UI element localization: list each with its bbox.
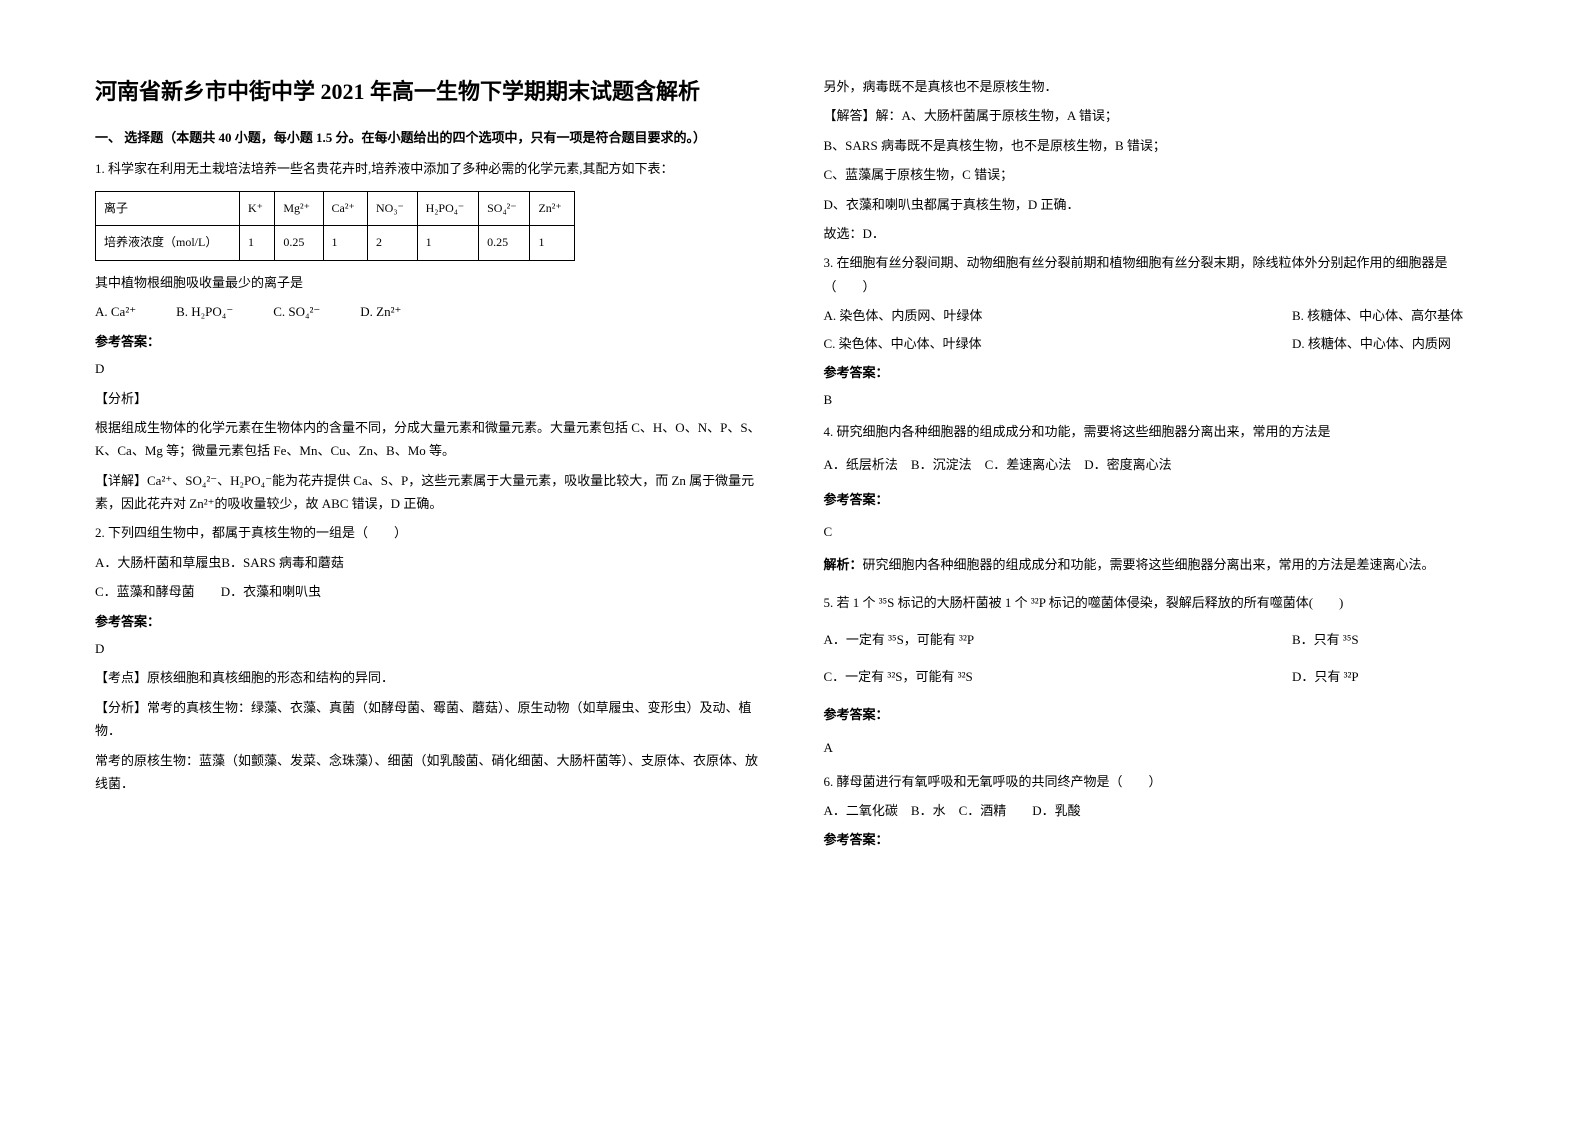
fenxi-text: 常考的真核生物：绿藻、衣藻、真菌（如酵母菌、霉菌、蘑菇）、原生动物（如草履虫、变…: [95, 700, 752, 738]
q1-analysis-label: 【分析】: [95, 387, 764, 410]
option-d: D. 核糖体、中心体、内质网: [1292, 332, 1492, 355]
option-a: A．一定有 ³⁵S，可能有 ³²P: [824, 628, 1293, 651]
q5-options-row2: C．一定有 ³²S，可能有 ³²S D．只有 ³²P: [824, 665, 1493, 688]
answer-label: 参考答案：: [824, 828, 1493, 851]
option-c: C．酒精: [959, 803, 1007, 818]
option-b: B．只有 ³⁵S: [1292, 628, 1492, 651]
q1-stem: 1. 科学家在利用无土栽培法培养一些名贵花卉时,培养液中添加了多种必需的化学元素…: [95, 157, 764, 180]
q5-answer: A: [824, 736, 1493, 759]
fenxi-label: 【分析】: [95, 700, 147, 715]
table-cell: 0.25: [479, 226, 530, 261]
detail-text: Ca²⁺、SO₄²⁻、H₂PO₄⁻能为花卉提供 Ca、S、P，这些元素属于大量元…: [95, 473, 754, 511]
table-header-cell: H₂PO₄⁻: [417, 191, 479, 226]
table-cell: 1: [240, 226, 275, 261]
option-d: D. Zn²⁺: [360, 300, 401, 323]
option-b: B. 核糖体、中心体、高尔基体: [1292, 304, 1492, 327]
q1-detail: 【详解】Ca²⁺、SO₄²⁻、H₂PO₄⁻能为花卉提供 Ca、S、P，这些元素属…: [95, 469, 764, 516]
option-a: A. 染色体、内质网、叶绿体: [824, 304, 1293, 327]
q5-stem: 5. 若 1 个 ³⁵S 标记的大肠杆菌被 1 个 ³²P 标记的噬菌体侵染，裂…: [824, 591, 1493, 614]
table-header-cell: SO₄²⁻: [479, 191, 530, 226]
q1-sub: 其中植物根细胞吸收量最少的离子是: [95, 271, 764, 294]
table-header-cell: Ca²⁺: [323, 191, 367, 226]
q6-options: A．二氧化碳 B．水 C．酒精 D．乳酸: [824, 799, 1493, 822]
q2-options-line1: A．大肠杆菌和草履虫B．SARS 病毒和蘑菇: [95, 551, 764, 574]
kaodian-label: 【考点】: [95, 670, 147, 685]
jiexi-text: 研究细胞内各种细胞器的组成成分和功能，需要将这些细胞器分离出来，常用的方法是差速…: [863, 557, 1435, 572]
option-d: D．密度离心法: [1084, 457, 1171, 472]
table-cell: 培养液浓度（mol/L）: [96, 226, 240, 261]
option-a: A. Ca²⁺: [95, 300, 136, 323]
table-header-row: 离子 K⁺ Mg²⁺ Ca²⁺ NO₃⁻ H₂PO₄⁻ SO₄²⁻ Zn²⁺: [96, 191, 575, 226]
table-cell: 1: [417, 226, 479, 261]
q2-options-line2: C．蓝藻和酵母菌 D．衣藻和喇叭虫: [95, 580, 764, 603]
q4-options: A．纸层析法 B．沉淀法 C．差速离心法 D．密度离心法: [824, 453, 1493, 476]
table-cell: 1: [323, 226, 367, 261]
jieda-label: 【解答】: [824, 108, 876, 123]
q1-answer: D: [95, 357, 764, 380]
answer-label: 参考答案：: [824, 488, 1493, 511]
answer-label: 参考答案：: [824, 703, 1493, 726]
left-column: 河南省新乡市中街中学 2021 年高一生物下学期期末试题含解析 一、 选择题（本…: [95, 75, 764, 1047]
table-cell: 1: [530, 226, 575, 261]
document-title: 河南省新乡市中街中学 2021 年高一生物下学期期末试题含解析: [95, 75, 764, 108]
kaodian-text: 原核细胞和真核细胞的形态和结构的异同．: [147, 670, 394, 685]
answer-label: 参考答案：: [95, 330, 764, 353]
q2-fenxi: 【分析】常考的真核生物：绿藻、衣藻、真菌（如酵母菌、霉菌、蘑菇）、原生动物（如草…: [95, 696, 764, 743]
detail-label: 【详解】: [95, 473, 147, 488]
option-c: C．一定有 ³²S，可能有 ³²S: [824, 665, 1293, 688]
q6-stem: 6. 酵母菌进行有氧呼吸和无氧呼吸的共同终产物是（ ）: [824, 770, 1493, 793]
q3-answer: B: [824, 388, 1493, 411]
q3-options-row1: A. 染色体、内质网、叶绿体 B. 核糖体、中心体、高尔基体: [824, 304, 1493, 327]
q2-fenxi2: 常考的原核生物：蓝藻（如颤藻、发菜、念珠藻）、细菌（如乳酸菌、硝化细菌、大肠杆菌…: [95, 749, 764, 796]
option-b: B．水: [911, 803, 946, 818]
table-header-cell: 离子: [96, 191, 240, 226]
answer-label: 参考答案：: [824, 361, 1493, 384]
answer-label: 参考答案：: [95, 610, 764, 633]
option-b: B. H₂PO₄⁻: [176, 300, 233, 323]
q5-options-row1: A．一定有 ³⁵S，可能有 ³²P B．只有 ³⁵S: [824, 628, 1493, 651]
jieda-a: 解：A、大肠杆菌属于原核生物，A 错误；: [876, 108, 1118, 123]
q1-table: 离子 K⁺ Mg²⁺ Ca²⁺ NO₃⁻ H₂PO₄⁻ SO₄²⁻ Zn²⁺ 培…: [95, 191, 575, 261]
q1-options: A. Ca²⁺ B. H₂PO₄⁻ C. SO₄²⁻ D. Zn²⁺: [95, 300, 764, 323]
option-c: C. SO₄²⁻: [273, 300, 320, 323]
option-b: B．沉淀法: [911, 457, 972, 472]
option-a: A．大肠杆菌和草履虫: [95, 555, 221, 570]
q4-jiexi: 解析：研究细胞内各种细胞器的组成成分和功能，需要将这些细胞器分离出来，常用的方法…: [824, 553, 1493, 576]
option-d: D．衣藻和喇叭虫: [221, 584, 321, 599]
q2-jieda: 【解答】解：A、大肠杆菌属于原核生物，A 错误；: [824, 104, 1493, 127]
option-d: D．乳酸: [1032, 803, 1080, 818]
q2-answer: D: [95, 637, 764, 660]
option-d: D．只有 ³²P: [1292, 665, 1492, 688]
q2-jieda-d: D、衣藻和喇叭虫都属于真核生物，D 正确．: [824, 193, 1493, 216]
option-a: A．纸层析法: [824, 457, 898, 472]
q1-analysis: 根据组成生物体的化学元素在生物体内的含量不同，分成大量元素和微量元素。大量元素包…: [95, 416, 764, 463]
q2-guxuan: 故选：D．: [824, 222, 1493, 245]
q2-stem: 2. 下列四组生物中，都属于真核生物的一组是（ ）: [95, 521, 764, 544]
option-c: C．蓝藻和酵母菌: [95, 584, 195, 599]
q2-kaodian: 【考点】原核细胞和真核细胞的形态和结构的异同．: [95, 666, 764, 689]
q2-jieda-b: B、SARS 病毒既不是真核生物，也不是原核生物，B 错误；: [824, 134, 1493, 157]
option-c: C．差速离心法: [985, 457, 1072, 472]
table-data-row: 培养液浓度（mol/L） 1 0.25 1 2 1 0.25 1: [96, 226, 575, 261]
q2-jieda-c: C、蓝藻属于原核生物，C 错误；: [824, 163, 1493, 186]
q3-options-row2: C. 染色体、中心体、叶绿体 D. 核糖体、中心体、内质网: [824, 332, 1493, 355]
right-column: 另外，病毒既不是真核也不是原核生物． 【解答】解：A、大肠杆菌属于原核生物，A …: [824, 75, 1493, 1047]
section-header: 一、 选择题（本题共 40 小题，每小题 1.5 分。在每小题给出的四个选项中，…: [95, 126, 764, 149]
q4-stem: 4. 研究细胞内各种细胞器的组成成分和功能，需要将这些细胞器分离出来，常用的方法…: [824, 420, 1493, 443]
table-header-cell: NO₃⁻: [368, 191, 418, 226]
option-a: A．二氧化碳: [824, 803, 898, 818]
q3-stem: 3. 在细胞有丝分裂间期、动物细胞有丝分裂前期和植物细胞有丝分裂末期，除线粒体外…: [824, 251, 1493, 298]
table-header-cell: Mg²⁺: [275, 191, 323, 226]
table-header-cell: Zn²⁺: [530, 191, 575, 226]
q2-extra: 另外，病毒既不是真核也不是原核生物．: [824, 75, 1493, 98]
table-cell: 0.25: [275, 226, 323, 261]
table-header-cell: K⁺: [240, 191, 275, 226]
q4-answer: C: [824, 520, 1493, 543]
table-cell: 2: [368, 226, 418, 261]
option-b: B．SARS 病毒和蘑菇: [221, 555, 343, 570]
option-c: C. 染色体、中心体、叶绿体: [824, 332, 1293, 355]
jiexi-label: 解析：: [824, 557, 863, 572]
